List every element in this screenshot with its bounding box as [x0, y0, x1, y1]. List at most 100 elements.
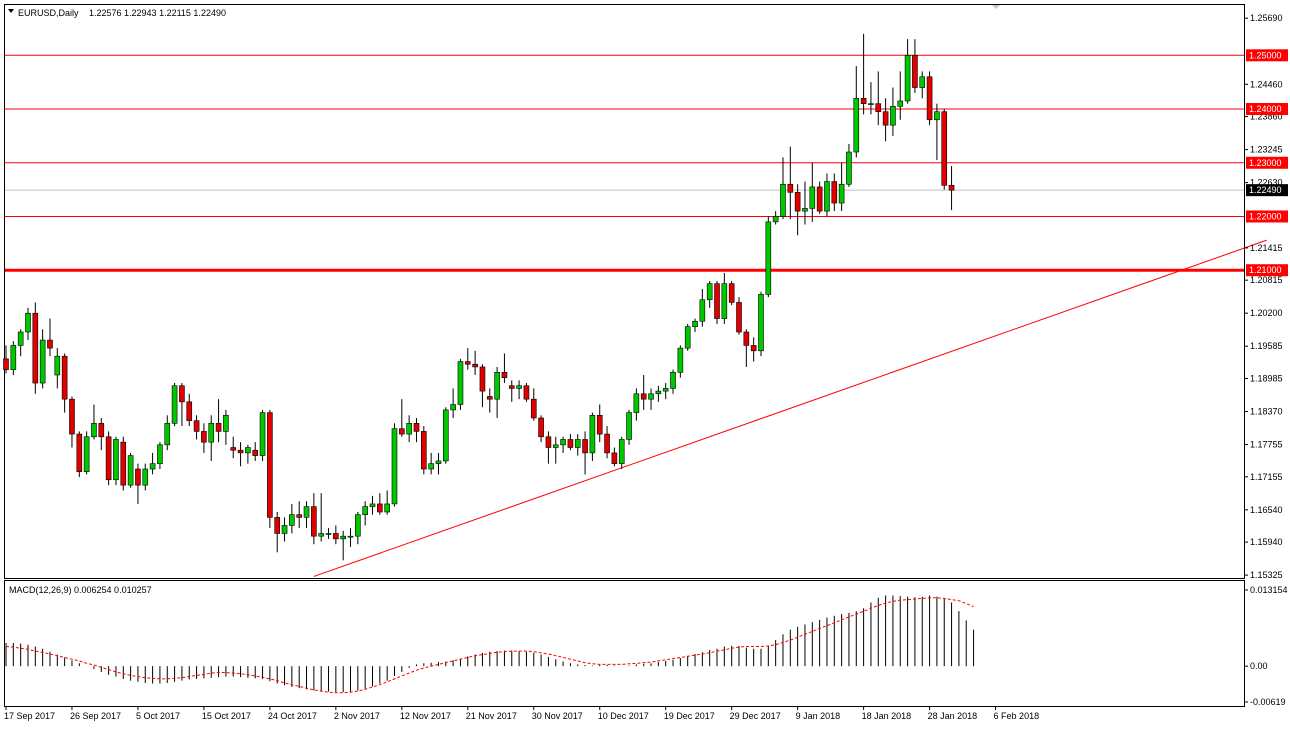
macd-tick-label: -0.00619: [1250, 697, 1286, 707]
macd-tick-label: 0.00: [1250, 661, 1268, 671]
bear-candle: [926, 76, 933, 121]
bull-candle: [171, 385, 178, 424]
bear-candle: [882, 111, 889, 126]
bull-candle: [325, 533, 332, 535]
date-tick-label: 12 Nov 2017: [400, 711, 451, 721]
bull-candle: [589, 414, 596, 454]
horizontal-levels: [5, 54, 1244, 272]
bull-candle: [157, 444, 163, 464]
bull-candle: [457, 361, 464, 405]
bull-candle: [149, 463, 156, 470]
bull-candle: [868, 103, 874, 105]
bull-candle: [54, 355, 61, 376]
bear-candle: [530, 398, 537, 419]
bull-candle: [838, 183, 845, 204]
bull-candle: [699, 299, 706, 322]
bear-candle: [640, 393, 647, 400]
bear-candle: [47, 339, 53, 349]
bear-candle: [472, 363, 478, 368]
level-price-tag-label: 1.21000: [1249, 265, 1282, 275]
macd-signal-line: [5, 597, 974, 694]
bear-candle: [567, 439, 574, 448]
bull-candle: [384, 503, 390, 513]
price-tick-label: 1.19585: [1250, 341, 1283, 351]
date-tick-label: 26 Sep 2017: [70, 711, 121, 721]
bear-candle: [399, 428, 405, 435]
bear-candle: [252, 449, 259, 456]
level-price-tag: [1246, 264, 1288, 277]
date-tick-label: 29 Dec 2017: [730, 711, 781, 721]
level-price-tag: [1246, 49, 1288, 62]
bull-candle: [347, 535, 354, 538]
price-tick-label: 1.23245: [1250, 145, 1283, 155]
bull-candle: [765, 221, 772, 295]
bull-candle: [303, 506, 310, 518]
macd-histogram: [5, 595, 975, 694]
bear-candle: [3, 358, 9, 370]
price-tick-label: 1.15940: [1250, 537, 1283, 547]
level-price-tag-label: 1.23000: [1249, 158, 1282, 168]
price-tick-label: 1.16540: [1250, 505, 1283, 515]
bear-candle: [120, 441, 127, 486]
scroll-shift-icon[interactable]: [992, 5, 1000, 9]
bear-candle: [267, 412, 273, 518]
date-tick-label: 5 Oct 2017: [136, 711, 180, 721]
level-price-tag: [1246, 210, 1288, 223]
bull-candle: [355, 514, 361, 537]
bear-candle: [728, 283, 735, 303]
price-tick-label: 1.18370: [1250, 407, 1283, 417]
date-tick-label: 18 Jan 2018: [862, 711, 912, 721]
current-price-tag: [1246, 184, 1288, 197]
price-tick-label: 1.17155: [1250, 472, 1283, 482]
level-price-tag-label: 1.22000: [1249, 211, 1282, 221]
bull-candle: [245, 447, 251, 454]
bull-candle: [318, 533, 324, 537]
bull-candle: [391, 428, 398, 505]
bull-candle: [721, 283, 728, 319]
price-tick-label: 1.15325: [1250, 570, 1283, 580]
bear-candle: [135, 468, 141, 486]
date-tick-label: 21 Nov 2017: [466, 711, 517, 721]
bear-candle: [604, 433, 610, 454]
bear-candle: [76, 433, 83, 472]
bear-candle: [750, 345, 757, 352]
bull-candle: [369, 503, 376, 507]
bull-candle: [846, 151, 852, 185]
bear-candle: [237, 449, 244, 454]
symbol-dropdown-icon[interactable]: [8, 9, 14, 13]
bull-candle: [127, 455, 134, 486]
bull-candle: [10, 345, 17, 370]
price-tags: 1.25000 1.24000 1.23000 1.22000 1.21000 1.224…: [1246, 49, 1288, 277]
date-tick-label: 24 Oct 2017: [268, 711, 317, 721]
bear-candle: [230, 447, 237, 451]
bear-candle: [274, 517, 281, 534]
bear-candle: [860, 97, 867, 104]
bull-candle: [259, 412, 266, 456]
bull-candle: [648, 393, 654, 400]
bear-candle: [486, 396, 493, 400]
bear-candle: [32, 312, 39, 384]
bull-candle: [442, 409, 449, 462]
bull-candle: [809, 186, 816, 209]
bull-candle: [450, 404, 456, 411]
level-price-tag-label: 1.25000: [1249, 50, 1282, 60]
bull-candle: [406, 423, 412, 435]
level-price-tag-label: 1.24000: [1249, 104, 1282, 114]
bear-candle: [941, 111, 948, 186]
bull-candle: [670, 371, 676, 389]
ohlc-header: 1.22576 1.22943 1.22115 1.22490: [89, 8, 226, 18]
price-tick-label: 1.25690: [1250, 13, 1283, 23]
date-tick-label: 2 Nov 2017: [334, 711, 380, 721]
bear-candle: [596, 414, 603, 435]
bear-candle: [193, 420, 200, 432]
bull-candle: [758, 294, 764, 352]
price-tick-label: 1.23860: [1250, 112, 1283, 122]
bear-candle: [296, 514, 303, 518]
bear-candle: [611, 452, 618, 464]
price-axis: 1.25690 1.24460 1.23860 1.23245 1.22630 1.214…: [1245, 13, 1283, 580]
bear-candle: [545, 436, 552, 448]
bear-candle: [377, 503, 383, 513]
